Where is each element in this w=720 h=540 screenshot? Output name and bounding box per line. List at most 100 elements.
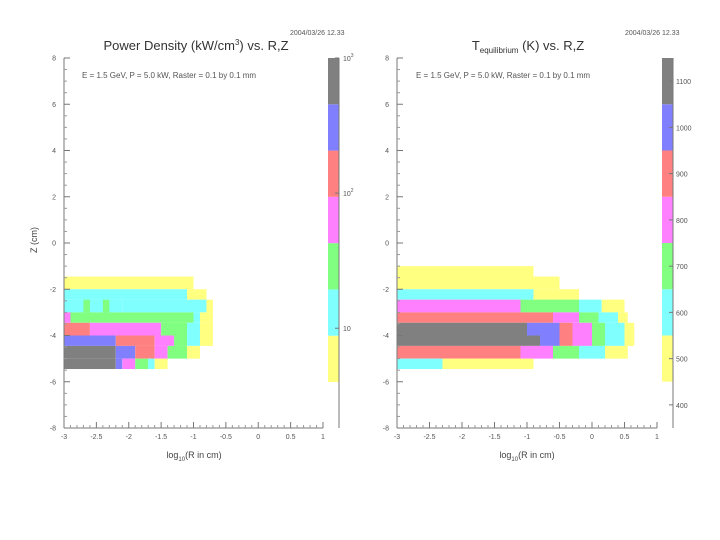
- heatmap-cell: [624, 335, 635, 346]
- heatmap-cell: [64, 335, 116, 346]
- colorbar-swatch: [662, 58, 673, 105]
- power-density-xlabel: log10(R in cm): [166, 450, 221, 463]
- temperature-plot-area: -8 -6 -4 -2 0 2 4 6 8 -3 -2.5 -2 -1.5 -1 -0.5 0 0.5 1: [383, 56, 659, 442]
- heatmap-cell: [559, 322, 573, 336]
- x-tick-label: 1: [655, 434, 659, 441]
- heatmap-cell: [397, 312, 553, 323]
- heatmap-cell: [605, 322, 625, 336]
- heatmap-cell: [64, 312, 194, 323]
- y-tick-label: 4: [385, 148, 389, 155]
- y-tick-label: 2: [52, 194, 56, 201]
- temperature-xlabel: log10(R in cm): [499, 450, 554, 463]
- y-tick-label: 8: [52, 56, 56, 63]
- heatmap-cell: [601, 299, 625, 313]
- x-tick-label: -0.5: [553, 434, 565, 441]
- heatmap-cell: [605, 335, 625, 346]
- heatmap-cell: [592, 322, 605, 336]
- x-tick-label: 0.5: [620, 434, 630, 441]
- heatmap-cell: [199, 335, 213, 346]
- heatmap-cell: [64, 312, 71, 323]
- temperature-colorbar: 400 500 600 700 800 900 1000 1100: [662, 58, 692, 428]
- power-density-title: Power Density (kW/cm3) vs. R,Z: [103, 38, 288, 53]
- heatmap-cell: [154, 358, 168, 370]
- heatmap-cell: [115, 345, 136, 359]
- heatmap-cell: [199, 312, 213, 323]
- heatmap-cell: [154, 335, 175, 346]
- colorbar-swatch: [662, 381, 673, 428]
- heatmap-cell: [115, 335, 155, 346]
- heatmap-cell: [161, 322, 188, 336]
- heatmap-cell: [174, 335, 188, 346]
- colorbar-tick-label: 10: [343, 326, 351, 333]
- heatmap-cell: [442, 358, 534, 370]
- heatmap-cell: [598, 312, 618, 323]
- heatmap-cell: [187, 289, 207, 300]
- heatmap-cell: [572, 322, 592, 336]
- heatmap-cell: [533, 276, 560, 290]
- heatmap-cell: [64, 322, 90, 336]
- heatmap-cell: [520, 299, 579, 313]
- colorbar-swatch: [328, 335, 339, 382]
- y-tick-label: 6: [52, 102, 56, 109]
- colorbar-swatch: [662, 243, 673, 290]
- y-tick-label: 6: [385, 102, 389, 109]
- heatmap-cell: [592, 335, 605, 346]
- y-tick-label: -8: [50, 426, 56, 433]
- colorbar-tick-label: 500: [676, 357, 688, 364]
- temperature-panel: Tequilibrium (K) vs. R,Z 2004/03/26 12.3…: [383, 30, 692, 463]
- colorbar-swatch: [328, 150, 339, 197]
- y-tick-label: 8: [385, 56, 389, 63]
- heatmap-cell: [187, 335, 200, 346]
- x-tick-label: -1: [524, 434, 530, 441]
- heatmap-cell: [64, 345, 116, 359]
- power-density-panel: Power Density (kW/cm3) vs. R,Z 2004/03/2…: [29, 30, 354, 463]
- temperature-title: Tequilibrium (K) vs. R,Z: [472, 38, 584, 55]
- heatmap-cell: [154, 345, 168, 359]
- y-tick-label: 4: [52, 148, 56, 155]
- heatmap-cell: [579, 312, 599, 323]
- heatmap-cell: [187, 322, 200, 336]
- heatmap-cell: [397, 276, 534, 290]
- heatmap-cell: [135, 345, 155, 359]
- colorbar-tick-label: 102: [343, 188, 354, 198]
- colorbar-tick-label: 1000: [676, 125, 692, 132]
- y-tick-label: -6: [383, 379, 389, 386]
- heatmap-cell: [397, 289, 534, 300]
- heatmap-cell: [533, 289, 579, 300]
- heatmap-cell: [148, 358, 155, 370]
- x-tick-label: -1.5: [155, 434, 167, 441]
- heatmap-cell: [605, 345, 628, 359]
- heatmap-cell: [553, 345, 579, 359]
- x-tick-label: 0: [256, 434, 260, 441]
- heatmap-cell: [64, 276, 194, 290]
- colorbar-swatch: [328, 196, 339, 244]
- x-tick-label: -2.5: [90, 434, 102, 441]
- y-tick-label: -4: [50, 333, 56, 340]
- heatmap-cell: [199, 322, 213, 336]
- y-tick-label: -2: [50, 287, 56, 294]
- y-tick-label: 0: [385, 241, 389, 248]
- y-tick-label: -2: [383, 287, 389, 294]
- heatmap-cell: [135, 358, 149, 370]
- x-tick-label: 0.5: [286, 434, 296, 441]
- heatmap-cell: [89, 322, 162, 336]
- heatmap-cell: [193, 312, 200, 323]
- power-density-timestamp: 2004/03/26 12.33: [290, 30, 345, 37]
- x-tick-label: -2: [459, 434, 465, 441]
- colorbar-swatch: [662, 289, 673, 336]
- colorbar-tick-label: 600: [676, 310, 688, 317]
- power-density-plot-area: -8 -6 -4 -2 0 2 4 6 8 -3 -2.5 -2 -1.5 -1 -0.5 0 0.5 1: [50, 56, 325, 442]
- heatmap-cell: [540, 335, 560, 346]
- heatmap-cell: [397, 266, 534, 277]
- heatmap-cell: [167, 345, 188, 359]
- heatmap-cell: [64, 299, 123, 313]
- power-density-colorbar: 10 102 103: [328, 53, 354, 428]
- x-tick-label: -1.5: [488, 434, 500, 441]
- colorbar-swatch: [662, 196, 673, 243]
- colorbar-swatch: [662, 335, 673, 382]
- heatmap-cell: [122, 299, 207, 313]
- colorbar-tick-label: 103: [343, 53, 354, 63]
- heatmap-cell: [624, 322, 635, 336]
